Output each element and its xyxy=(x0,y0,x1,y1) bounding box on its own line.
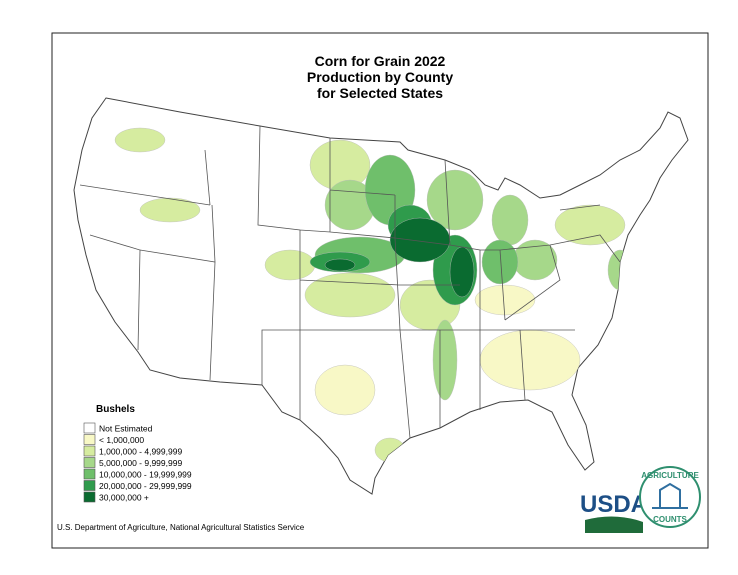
legend-label: < 1,000,000 xyxy=(99,435,144,445)
production-area xyxy=(474,284,536,316)
production-area xyxy=(426,169,484,231)
title-line: for Selected States xyxy=(317,85,443,101)
title-line: Production by County xyxy=(307,69,453,85)
usda-text: USDA xyxy=(580,491,648,518)
seal-icon xyxy=(652,482,688,509)
legend-swatch xyxy=(83,480,96,491)
ag-counts-seal xyxy=(639,466,701,528)
legend-label: Not Estimated xyxy=(99,424,153,434)
state-borders xyxy=(79,125,621,439)
production-area xyxy=(389,217,451,263)
production-area xyxy=(432,319,458,401)
legend-swatch xyxy=(83,445,96,457)
legend-label: 10,000,000 - 19,999,999 xyxy=(99,470,192,480)
production-area xyxy=(264,249,316,281)
legend-label: 5,000,000 - 9,999,999 xyxy=(99,458,182,468)
counts-text: COUNTS xyxy=(653,515,687,524)
usda-logo: USDA AGRICULTURE COUNTS xyxy=(580,466,701,533)
title-line: Corn for Grain 2022 xyxy=(315,53,446,69)
legend: Bushels Not Estimated< 1,000,000 1,000,000… xyxy=(83,404,192,503)
production-area xyxy=(114,127,166,153)
legend-swatch xyxy=(83,468,96,480)
legend-label: 30,000,000 + xyxy=(99,493,149,503)
production-area xyxy=(554,204,626,246)
production-area xyxy=(491,194,529,246)
production-area xyxy=(479,329,581,391)
production-area xyxy=(139,197,201,223)
legend-swatch xyxy=(83,457,96,468)
legend-label: 1,000,000 - 4,999,999 xyxy=(99,447,182,457)
legend-label: 20,000,000 - 29,999,999 xyxy=(99,481,192,491)
legend-swatch xyxy=(83,434,96,445)
production-area xyxy=(324,258,356,272)
usda-swoosh xyxy=(585,516,643,533)
source-note: U.S. Department of Agriculture, National… xyxy=(57,523,305,532)
production-area xyxy=(481,239,519,285)
production-area xyxy=(449,246,475,298)
production-area xyxy=(304,272,396,318)
agriculture-text: AGRICULTURE xyxy=(641,471,699,480)
legend-swatch xyxy=(83,491,96,503)
legend-title: Bushels xyxy=(96,404,135,415)
production-area xyxy=(314,364,376,416)
legend-swatch xyxy=(83,422,96,434)
